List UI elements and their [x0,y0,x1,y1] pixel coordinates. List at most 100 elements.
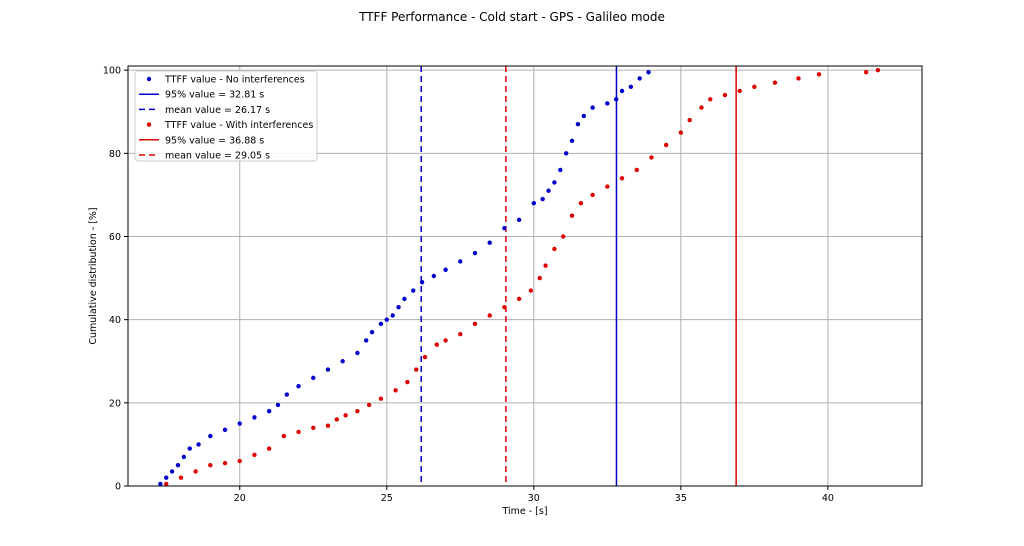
legend-label: 95% value = 32.81 s [165,90,264,101]
data-point [552,246,557,252]
data-point [487,313,492,318]
data-point [687,117,692,123]
data-point [575,122,581,127]
legend-label: 95% value = 36.88 s [165,135,264,146]
data-point [546,188,551,193]
data-point [164,475,169,480]
data-point [222,460,228,466]
data-point [558,167,563,173]
data-point [431,273,437,279]
data-point [325,423,331,428]
y-axis-label: Cumulative distribution - [%] [88,207,99,344]
data-point [393,388,398,393]
y-tick-label: 80 [109,149,121,160]
data-point [569,138,575,144]
data-point [443,267,448,272]
data-point [193,469,198,474]
data-point [528,288,534,293]
data-point [796,76,801,81]
data-point [543,263,548,268]
data-point [552,180,557,185]
data-point [590,192,595,198]
legend-label: mean value = 29.05 s [165,151,270,162]
data-point [502,225,507,231]
data-point [540,196,545,202]
data-point [472,321,478,327]
chart-title: TTFF Performance - Cold start - GPS - Ga… [358,10,665,24]
data-point [578,201,584,206]
data-point [699,105,704,110]
data-point [637,76,642,81]
data-point [516,217,522,223]
data-point [378,321,384,327]
data-point [364,338,369,343]
data-point [590,105,595,110]
data-point [502,304,507,310]
data-point [613,97,619,102]
data-point [663,142,669,148]
data-point [561,234,566,239]
data-point [169,469,175,474]
x-tick-label: 40 [822,493,834,504]
data-point [472,250,478,256]
data-point [863,70,869,75]
data-point [237,458,242,464]
reference-lines [420,66,737,486]
data-point [252,415,257,420]
data-point [266,446,272,451]
data-point [516,296,522,302]
data-point [487,240,492,245]
data-point [366,402,372,408]
y-tick-label: 100 [103,66,121,77]
data-point [537,275,542,281]
data-point [722,92,728,98]
data-point [355,350,360,356]
x-tick-label: 30 [528,493,540,504]
legend-label: TTFF value - No interferences [164,75,305,86]
data-point [649,155,654,160]
data-point [646,70,651,75]
data-point [252,452,257,458]
x-axis-label: Time - [s] [501,506,547,517]
x-tick-label: 25 [381,493,393,504]
data-point [175,463,181,468]
data-point [187,446,192,451]
y-tick-label: 0 [115,482,121,493]
data-point [390,313,395,318]
data-point [443,338,448,343]
data-point [413,367,419,372]
data-point [605,184,610,189]
data-point [334,417,339,422]
data-point [208,463,213,468]
data-point [275,402,281,408]
y-tick-label: 60 [109,232,121,243]
data-point [296,429,301,435]
data-point [405,379,410,385]
data-point [875,67,881,73]
data-point [208,433,213,439]
data-point [178,475,184,480]
data-point [581,113,587,119]
data-point [752,84,757,89]
data-point [628,84,634,89]
data-point [222,427,228,433]
data-point [458,332,463,337]
data-point [196,442,201,447]
axis-ticks: 20 25 30 35 40 0 20 40 60 80 100 [103,66,834,504]
data-point [678,130,684,135]
legend-marker [146,76,152,82]
data-point [619,176,625,181]
data-point [458,259,463,264]
legend-box [134,70,318,162]
data-point [737,88,742,94]
data-point [343,413,348,418]
data-point [340,359,345,364]
data-point [402,296,407,302]
data-point [384,317,389,322]
data-point [569,213,575,218]
data-points [158,67,881,487]
x-tick-label: 35 [675,493,687,504]
data-point [237,421,242,426]
data-point [181,454,187,460]
y-tick-label: 20 [109,398,121,409]
